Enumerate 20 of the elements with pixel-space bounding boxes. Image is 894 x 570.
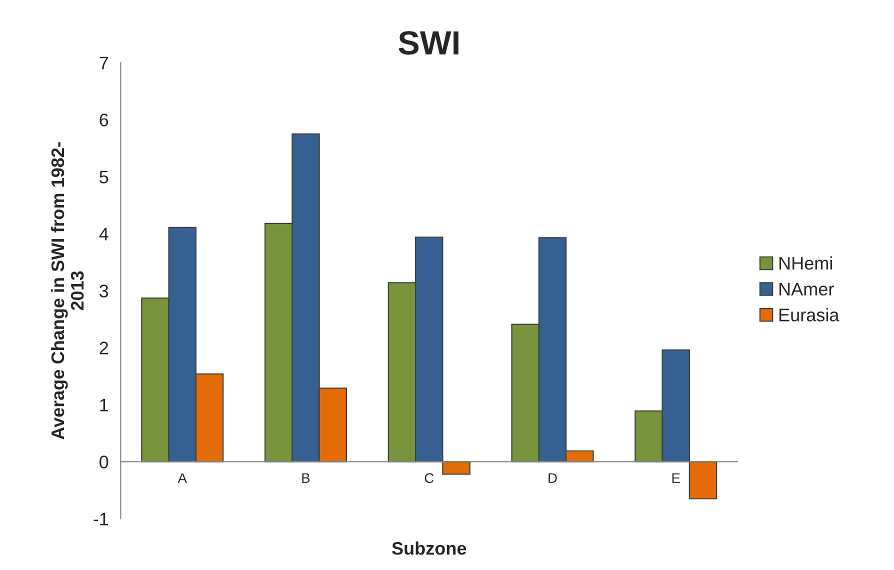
x-tick-label: B: [302, 473, 310, 483]
legend-label: NAmer: [780, 282, 834, 296]
y-tick-label: 7: [100, 56, 108, 70]
x-tick-label: A: [178, 473, 187, 483]
legend-label: Eurasia: [780, 308, 840, 322]
x-axis-title: Subzone: [392, 542, 466, 555]
y-tick-label: 3: [100, 284, 108, 298]
legend-label: NHemi: [780, 256, 832, 270]
y-tick-label: 1: [100, 398, 108, 412]
y-tick-label: 5: [100, 170, 108, 184]
y-tick-label: 6: [100, 114, 108, 126]
y-tick-label: 2: [100, 342, 108, 354]
y-tick-label: 4: [99, 228, 108, 240]
chart-title: SWI: [398, 31, 458, 55]
y-tick-label: 0: [100, 456, 108, 468]
x-tick-label: E: [672, 473, 680, 483]
x-tick-label: D: [548, 473, 557, 483]
y-tick-label: -1: [94, 512, 108, 526]
x-tick-label: C: [424, 473, 434, 484]
y-axis-title: Average Change in SWI from 1982- 2013: [50, 142, 84, 440]
